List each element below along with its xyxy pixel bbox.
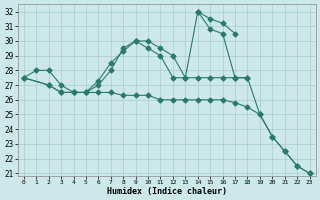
- X-axis label: Humidex (Indice chaleur): Humidex (Indice chaleur): [107, 187, 227, 196]
